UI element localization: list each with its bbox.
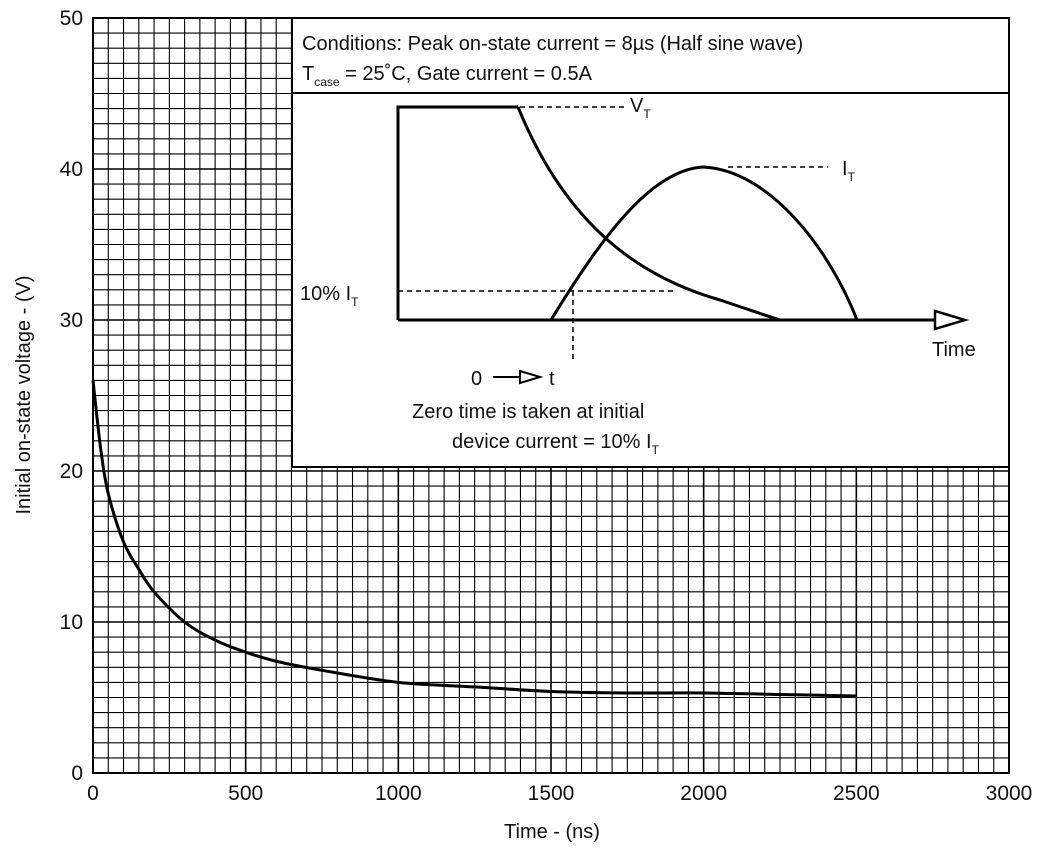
inset-it-main: I	[842, 158, 848, 180]
inset-diagram	[396, 105, 970, 385]
x-tick-label: 3000	[986, 782, 1033, 805]
inset-note-sub: T	[652, 443, 660, 457]
inset-zero-label: 0	[471, 368, 482, 390]
inset-it-sub: T	[848, 170, 856, 184]
inset-time-arrow	[933, 309, 970, 331]
inset-note-line-1: Zero time is taken at initial	[412, 401, 644, 423]
conditions-line-2: Tcase = 25˚C, Gate current = 0.5A	[302, 63, 593, 89]
tick-labels: 0 500 1000 1500 2000 2500 3000 0 10 20 30 40 50	[60, 7, 1033, 805]
inset-baseline	[396, 105, 518, 320]
x-tick-label: 500	[228, 782, 263, 805]
x-tick-label: 1000	[375, 782, 422, 805]
inset-box	[291, 92, 1010, 468]
y-tick-label: 0	[71, 762, 83, 785]
inset-time-label: Time	[932, 339, 976, 361]
inset-vt-main: V	[630, 95, 644, 117]
conditions-box	[291, 17, 1010, 94]
x-tick-label: 2500	[833, 782, 880, 805]
inset-it-curve	[549, 165, 859, 321]
x-tick-label: 0	[87, 782, 99, 805]
y-tick-label: 40	[60, 158, 83, 181]
y-tick-label: 30	[60, 309, 83, 332]
curve-layer	[91, 380, 857, 698]
x-axis-title: Time - (ns)	[504, 821, 600, 843]
inset-10pct-sub: T	[351, 295, 359, 309]
x-tick-label: 1500	[528, 782, 575, 805]
y-tick-label: 10	[60, 611, 83, 634]
voltage-curve	[91, 380, 857, 698]
y-tick-label: 50	[60, 7, 83, 30]
inset-10pct-label: 10% IT	[300, 283, 359, 309]
inset-t-arrow-head	[519, 369, 544, 385]
conditions-t: T	[302, 63, 314, 85]
inset-vt-curve	[516, 106, 781, 322]
inset-vt-sub: T	[643, 107, 651, 121]
y-tick-label: 20	[60, 460, 83, 483]
inset-note-line-2: device current = 10% IT	[452, 431, 660, 457]
inset-t-label: t	[549, 368, 555, 390]
inset-note-main: device current = 10% I	[452, 431, 652, 453]
plot-frame	[92, 17, 1010, 774]
y-axis-title: Initial on-state voltage - (V)	[13, 276, 35, 515]
conditions-rest: = 25˚C, Gate current = 0.5A	[340, 63, 593, 85]
conditions-line-1: Conditions: Peak on-state current = 8µs …	[302, 33, 803, 55]
inset-vt-label: VT	[630, 95, 651, 121]
conditions-t-sub: case	[314, 75, 340, 89]
x-tick-label: 2000	[680, 782, 727, 805]
inset-10pct-main: 10% I	[300, 283, 351, 305]
inset-it-label: IT	[842, 158, 856, 184]
